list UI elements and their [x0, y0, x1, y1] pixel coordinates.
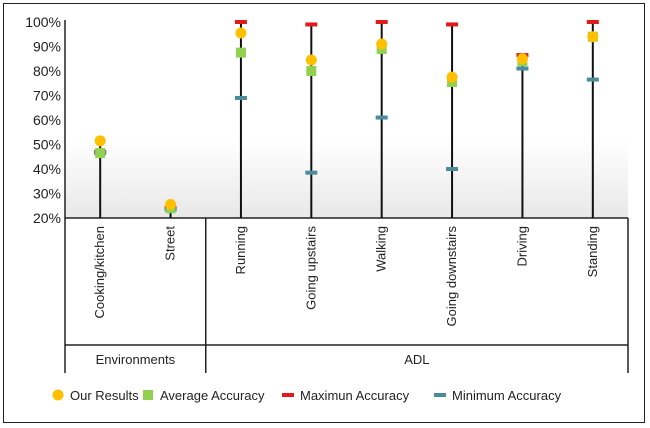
our-results-point	[376, 38, 388, 50]
legend-dash-icon	[282, 393, 294, 397]
our-results-point	[516, 53, 528, 65]
minimum-accuracy-mark	[375, 115, 388, 120]
legend-square-icon	[143, 390, 153, 400]
minimum-accuracy-mark	[305, 170, 318, 175]
x-category-labels: Cooking/kitchen Street Running Going upstai…	[92, 226, 600, 327]
our-results-point	[446, 71, 458, 83]
minimum-accuracy-mark	[516, 66, 529, 71]
minimum-accuracy-mark	[586, 77, 599, 82]
minimum-accuracy-mark	[446, 167, 459, 171]
y-tick-label: 40%	[33, 161, 61, 177]
our-results-point	[587, 31, 599, 43]
our-results-point	[305, 54, 317, 66]
y-tick-label: 80%	[33, 63, 61, 79]
average-accuracy-point	[235, 47, 246, 58]
x-group-labels: Environments ADL	[96, 218, 430, 373]
x-category-label: Going upstairs	[303, 226, 318, 310]
legend-label: Average Accuracy	[160, 388, 265, 403]
y-tick-label: 20%	[33, 210, 61, 226]
y-tick-label: 70%	[33, 88, 61, 104]
maximum-accuracy-mark	[375, 20, 388, 24]
axes	[64, 20, 629, 373]
y-tick-label: 60%	[33, 112, 61, 128]
x-group-label: Environments	[96, 352, 176, 367]
legend-label: Minimum Accuracy	[452, 388, 562, 403]
x-category-label: Street	[163, 226, 178, 261]
x-category-label: Driving	[514, 226, 529, 266]
average-accuracy-point	[306, 66, 317, 76]
legend-dash-icon	[434, 393, 446, 397]
x-category-label: Going downstairs	[444, 226, 459, 327]
x-category-label: Cooking/kitchen	[92, 226, 107, 319]
maximum-accuracy-mark	[305, 22, 318, 27]
maximum-accuracy-mark	[234, 20, 247, 24]
legend-circle-icon	[52, 389, 64, 401]
y-tick-label: 100%	[25, 14, 61, 30]
x-category-label: Walking	[374, 226, 389, 272]
maximum-accuracy-mark	[586, 20, 599, 24]
legend: Our Results Average Accuracy Maximun Accur…	[52, 388, 562, 403]
our-results-point	[235, 27, 247, 39]
legend-label: Our Results	[70, 388, 139, 403]
y-tick-labels: 20% 30% 40% 50% 60% 70% 80% 90% 100%	[25, 14, 61, 226]
y-tick-label: 30%	[33, 186, 61, 202]
y-tick-label: 90%	[33, 39, 61, 55]
our-results-point	[94, 135, 106, 147]
data-marks	[94, 20, 599, 218]
x-group-label: ADL	[404, 352, 429, 367]
our-results-point	[165, 199, 177, 211]
legend-label: Maximun Accuracy	[300, 388, 410, 403]
plot-area	[65, 22, 628, 218]
x-category-label: Standing	[585, 226, 600, 277]
y-tick-label: 50%	[33, 137, 61, 153]
maximum-accuracy-mark	[446, 22, 459, 27]
average-accuracy-point	[95, 148, 106, 159]
minimum-accuracy-mark	[234, 95, 247, 100]
x-category-label: Running	[233, 226, 248, 274]
